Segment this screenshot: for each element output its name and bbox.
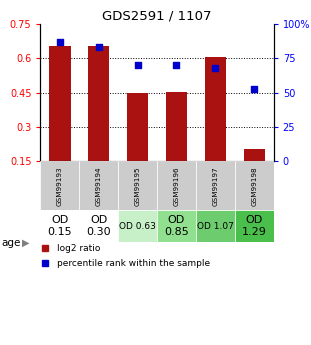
Text: age: age — [2, 238, 21, 248]
Point — [252, 86, 257, 91]
Title: GDS2591 / 1107: GDS2591 / 1107 — [102, 10, 212, 23]
Bar — [196, 210, 235, 242]
Bar — [118, 210, 157, 242]
Text: GSM99195: GSM99195 — [135, 166, 141, 206]
Bar — [157, 210, 196, 242]
Text: OD
0.30: OD 0.30 — [86, 215, 111, 237]
Bar — [40, 161, 79, 210]
Bar — [244, 149, 265, 161]
Bar — [157, 161, 196, 210]
Point — [213, 65, 218, 71]
Text: percentile rank within the sample: percentile rank within the sample — [57, 259, 210, 268]
Point — [174, 62, 179, 68]
Point — [57, 39, 62, 45]
Text: GSM99196: GSM99196 — [174, 166, 179, 206]
Bar — [88, 46, 109, 161]
Point — [96, 45, 101, 50]
Bar — [127, 93, 148, 161]
Bar — [49, 46, 71, 161]
Text: GSM99193: GSM99193 — [57, 166, 63, 206]
Text: OD
0.15: OD 0.15 — [48, 215, 72, 237]
Bar — [235, 161, 274, 210]
Text: OD
1.29: OD 1.29 — [242, 215, 267, 237]
Text: GSM99198: GSM99198 — [251, 166, 257, 206]
Bar — [40, 210, 79, 242]
Point — [135, 62, 140, 68]
Text: GSM99197: GSM99197 — [212, 166, 218, 206]
Bar — [118, 161, 157, 210]
Text: log2 ratio: log2 ratio — [57, 244, 100, 253]
Text: OD
0.85: OD 0.85 — [164, 215, 189, 237]
Bar — [205, 57, 226, 161]
Bar — [79, 210, 118, 242]
Text: OD 1.07: OD 1.07 — [197, 222, 234, 231]
Text: ▶: ▶ — [22, 238, 30, 248]
Bar — [166, 92, 187, 161]
Text: GSM99194: GSM99194 — [96, 166, 102, 206]
Bar — [196, 161, 235, 210]
Text: OD 0.63: OD 0.63 — [119, 222, 156, 231]
Bar — [235, 210, 274, 242]
Bar — [79, 161, 118, 210]
